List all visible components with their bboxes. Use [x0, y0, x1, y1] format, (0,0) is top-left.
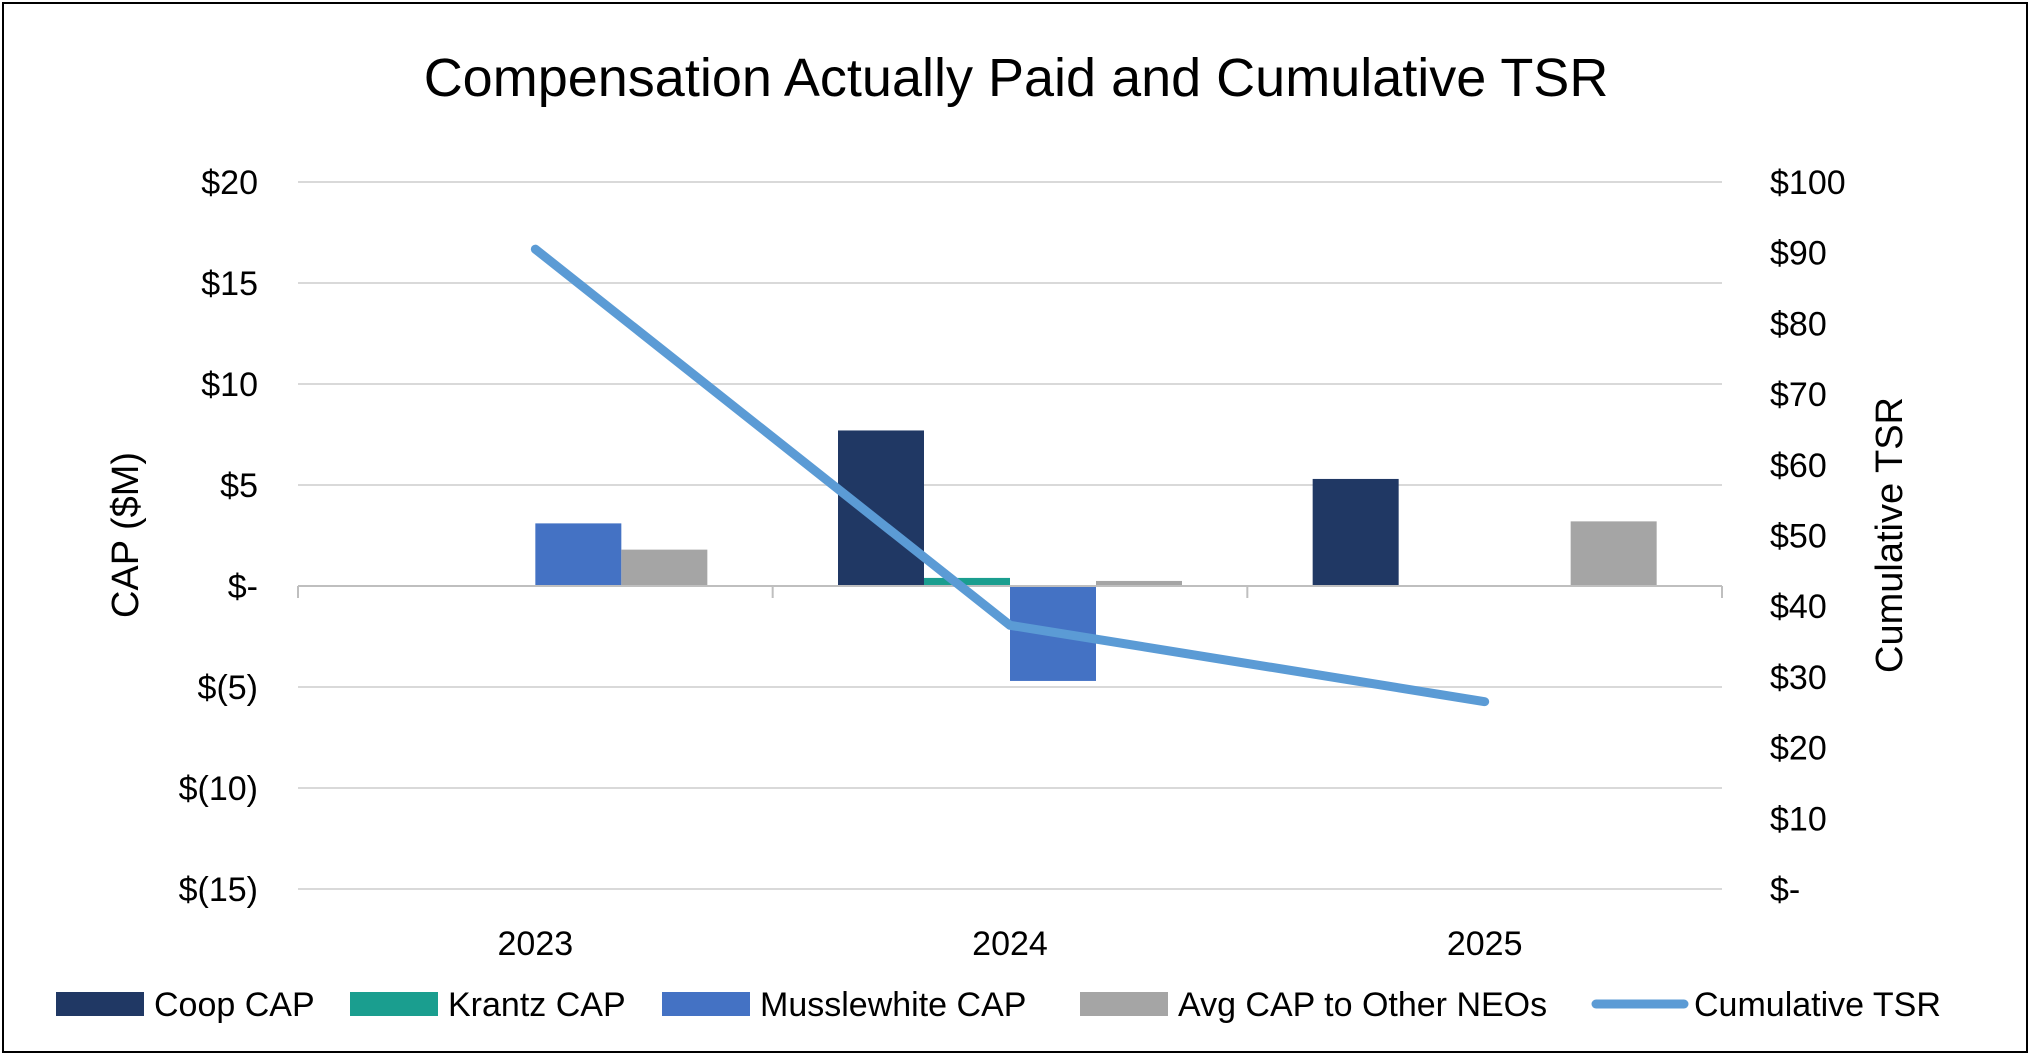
bars [535, 430, 1657, 681]
y-tick-label: $(5) [198, 669, 258, 707]
legend: Coop CAP Krantz CAP Musslewhite CAP Avg CAP… [56, 986, 1941, 1024]
legend-label-coop-cap: Coop CAP [154, 986, 315, 1024]
zero-axis [297, 585, 1723, 598]
legend-swatch-coop-cap [56, 992, 144, 1016]
line-cumulative-tsr [530, 244, 1490, 707]
y2-tick-label: $20 [1770, 730, 1827, 768]
y2-tick-label: $- [1770, 871, 1800, 909]
legend-swatch-krantz-cap [350, 992, 438, 1016]
y2-tick-label: $50 [1770, 518, 1827, 556]
y2-tick-label: $80 [1770, 305, 1827, 343]
x-axis-ticks: 2023 2024 2025 [498, 925, 1523, 963]
y2-tick-label: $10 [1770, 800, 1827, 838]
bar-coop-cap [838, 430, 924, 586]
y2-tick-label: $100 [1770, 164, 1846, 202]
y-tick-label: $(15) [179, 871, 258, 909]
bar-coop-cap [1312, 478, 1399, 586]
x-tick-label: 2025 [1447, 925, 1523, 963]
legend-label-avg-cap-to-other-neos: Avg CAP to Other NEOs [1178, 986, 1547, 1024]
bar-avg-cap-to-other-neos [1570, 521, 1657, 586]
bar-avg-cap-to-other-neos [621, 549, 708, 586]
x-tick-label: 2024 [972, 925, 1048, 963]
legend-swatch-musslewhite-cap [662, 992, 750, 1016]
legend-label-musslewhite-cap: Musslewhite CAP [760, 986, 1026, 1024]
x-tick-label: 2023 [498, 925, 574, 963]
gridlines [298, 181, 1722, 890]
y2-tick-label: $40 [1770, 588, 1827, 626]
y-tick-label: $- [228, 568, 258, 606]
y-tick-label: $(10) [179, 770, 258, 808]
chart-title: Compensation Actually Paid and Cumulativ… [424, 48, 1609, 108]
y-axis-title: CAP ($M) [105, 452, 147, 618]
y-tick-label: $15 [201, 265, 258, 303]
bar-krantz-cap [924, 577, 1010, 586]
right-axis-ticks: $100 $90 $80 $70 $60 $50 $40 $30 $20 $10 $- [1770, 164, 1846, 909]
tsr-line [530, 244, 1490, 707]
y2-tick-label: $70 [1770, 376, 1827, 414]
legend-label-cumulative-tsr: Cumulative TSR [1694, 986, 1941, 1024]
y-tick-label: $5 [220, 467, 258, 505]
left-axis-ticks: $20 $15 $10 $5 $- $(5) $(10) $(15) [179, 164, 258, 909]
y-tick-label: $10 [201, 366, 258, 404]
y2-axis-title: Cumulative TSR [1869, 397, 1911, 673]
y-tick-label: $20 [201, 164, 258, 202]
y2-tick-label: $60 [1770, 447, 1827, 485]
bar-avg-cap-to-other-neos [1096, 580, 1182, 586]
bar-musslewhite-cap [535, 523, 622, 586]
legend-label-krantz-cap: Krantz CAP [448, 986, 626, 1024]
legend-swatch-avg-cap-to-other-neos [1080, 992, 1168, 1016]
y2-tick-label: $30 [1770, 659, 1827, 697]
y2-tick-label: $90 [1770, 235, 1827, 273]
